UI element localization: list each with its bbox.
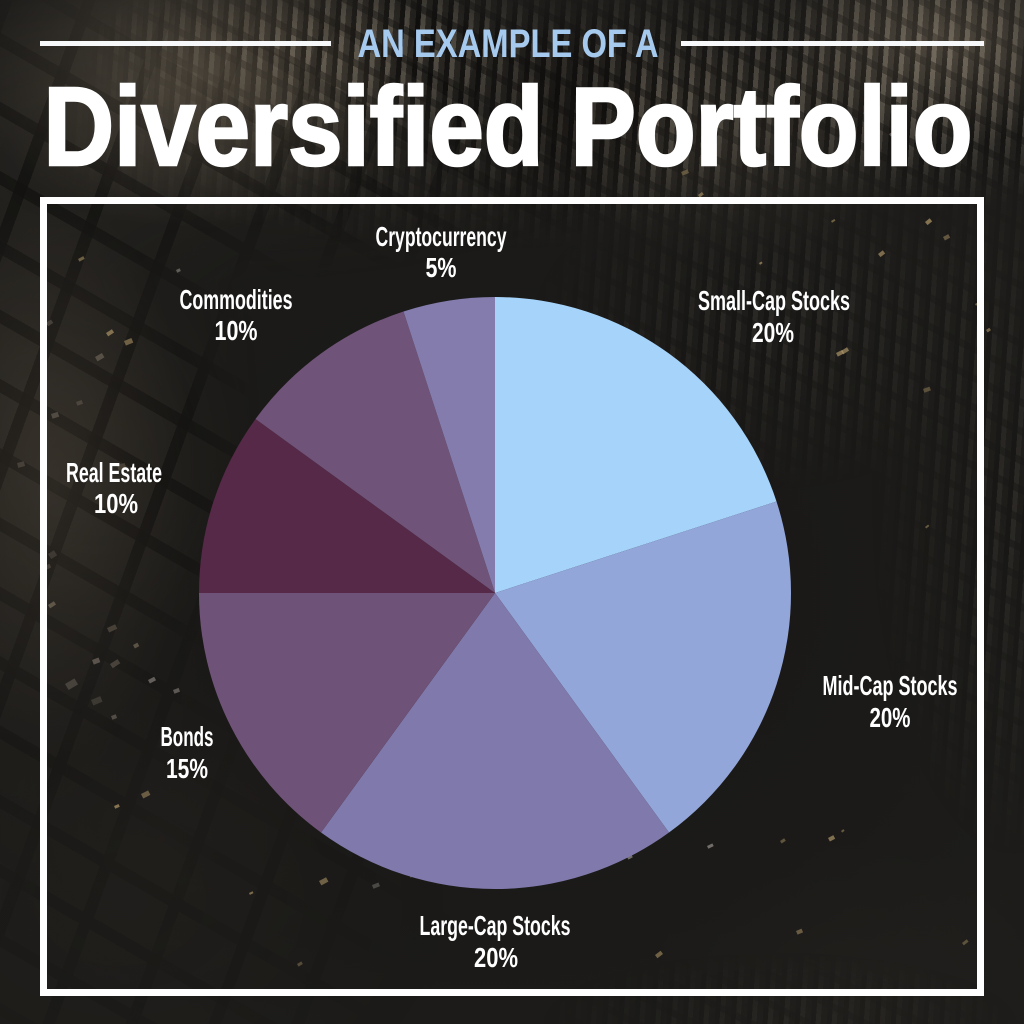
svg-text:20%: 20% (474, 942, 518, 973)
svg-text:Large-Cap Stocks: Large-Cap Stocks (420, 910, 571, 941)
svg-text:5%: 5% (426, 252, 457, 283)
svg-text:Real Estate: Real Estate (66, 457, 162, 488)
svg-text:Cryptocurrency: Cryptocurrency (376, 221, 507, 252)
svg-text:20%: 20% (870, 702, 911, 733)
svg-text:Mid-Cap Stocks: Mid-Cap Stocks (823, 670, 958, 701)
svg-text:10%: 10% (215, 315, 258, 346)
svg-text:Bonds: Bonds (161, 721, 214, 752)
svg-text:Small-Cap Stocks: Small-Cap Stocks (698, 285, 850, 316)
svg-text:Diversified Portfolio: Diversified Portfolio (44, 65, 973, 189)
svg-text:20%: 20% (752, 317, 794, 348)
svg-text:AN EXAMPLE OF A: AN EXAMPLE OF A (358, 22, 659, 66)
svg-text:Commodities: Commodities (180, 284, 293, 315)
svg-text:15%: 15% (166, 753, 208, 784)
svg-text:10%: 10% (94, 488, 138, 519)
